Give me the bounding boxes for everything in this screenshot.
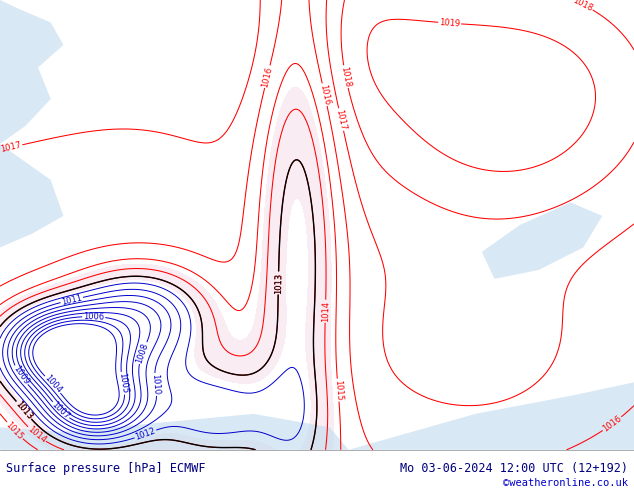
Text: 1014: 1014 xyxy=(25,424,48,444)
Text: 1016: 1016 xyxy=(601,414,623,434)
Text: 1018: 1018 xyxy=(571,0,594,13)
Text: 1005: 1005 xyxy=(117,372,129,394)
Polygon shape xyxy=(482,202,602,279)
Text: 1015: 1015 xyxy=(4,420,25,441)
Text: 1010: 1010 xyxy=(150,373,161,395)
Text: 1013: 1013 xyxy=(13,399,34,421)
Text: 1012: 1012 xyxy=(134,426,157,442)
Text: 1011: 1011 xyxy=(60,293,83,307)
Text: 1008: 1008 xyxy=(135,342,150,365)
Text: 1013: 1013 xyxy=(274,272,283,294)
Text: 1016: 1016 xyxy=(261,65,274,88)
Text: ©weatheronline.co.uk: ©weatheronline.co.uk xyxy=(503,478,628,488)
Text: 1006: 1006 xyxy=(83,312,105,321)
Text: 1018: 1018 xyxy=(339,66,352,88)
Polygon shape xyxy=(0,0,63,144)
Text: 1013: 1013 xyxy=(13,399,34,421)
Polygon shape xyxy=(0,414,349,450)
Text: 1014: 1014 xyxy=(321,300,330,322)
Text: Surface pressure [hPa] ECMWF: Surface pressure [hPa] ECMWF xyxy=(6,462,206,475)
Text: 1009: 1009 xyxy=(11,364,30,387)
Text: 1013: 1013 xyxy=(274,272,283,294)
Text: 1017: 1017 xyxy=(0,141,22,154)
Polygon shape xyxy=(349,382,634,450)
Polygon shape xyxy=(0,144,63,247)
Text: 1017: 1017 xyxy=(334,108,347,131)
Text: 1015: 1015 xyxy=(333,379,344,401)
Text: 1016: 1016 xyxy=(318,83,332,106)
Text: 1004: 1004 xyxy=(42,374,63,395)
Text: 1007: 1007 xyxy=(49,400,71,421)
Text: Mo 03-06-2024 12:00 UTC (12+192): Mo 03-06-2024 12:00 UTC (12+192) xyxy=(399,462,628,475)
Text: 1019: 1019 xyxy=(439,18,460,28)
